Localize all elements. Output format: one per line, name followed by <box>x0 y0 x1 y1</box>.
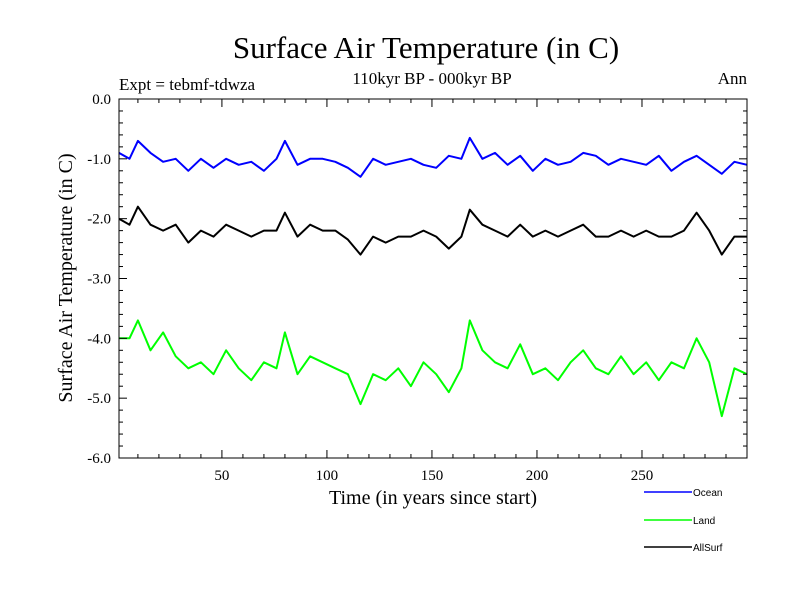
x-tick-label: 250 <box>631 468 654 484</box>
chart-title: Surface Air Temperature (in C) <box>233 30 619 65</box>
y-tick-label: -5.0 <box>87 391 111 407</box>
y-tick-label: -2.0 <box>87 212 111 228</box>
legend-label-allsurf: AllSurf <box>693 543 723 554</box>
y-tick-label: -4.0 <box>87 331 111 347</box>
y-axis-label: Surface Air Temperature (in C) <box>55 153 77 402</box>
series-line-land <box>119 319 748 418</box>
y-tick-label: -3.0 <box>87 272 111 288</box>
legend-label-ocean: Ocean <box>693 488 722 499</box>
x-tick-label: 150 <box>421 468 444 484</box>
x-tick-label: 50 <box>214 468 229 484</box>
y-tick-label: -6.0 <box>87 451 111 467</box>
legend: Ocean Land AllSurf <box>644 488 723 554</box>
series-line-ocean <box>118 136 748 178</box>
y-tick-label: -1.0 <box>87 152 111 168</box>
experiment-label: Expt = tebmf-tdwza <box>119 75 256 94</box>
x-tick-label: 100 <box>316 468 339 484</box>
chart-subtitle: 110kyr BP - 000kyr BP <box>352 69 511 88</box>
plot-frame <box>118 98 748 459</box>
season-label: Ann <box>718 69 748 88</box>
axis-ticks: 50 100 150 200 250 0.0 -1.0 -2.0 -3.0 -4.0 -5.0 -6.… <box>87 92 747 484</box>
series-lines <box>118 136 748 418</box>
legend-label-land: Land <box>693 516 715 527</box>
x-tick-label: 200 <box>526 468 549 484</box>
series-line-allsurf <box>118 205 747 256</box>
x-axis-label: Time (in years since start) <box>329 487 537 509</box>
y-tick-label: 0.0 <box>92 92 111 108</box>
